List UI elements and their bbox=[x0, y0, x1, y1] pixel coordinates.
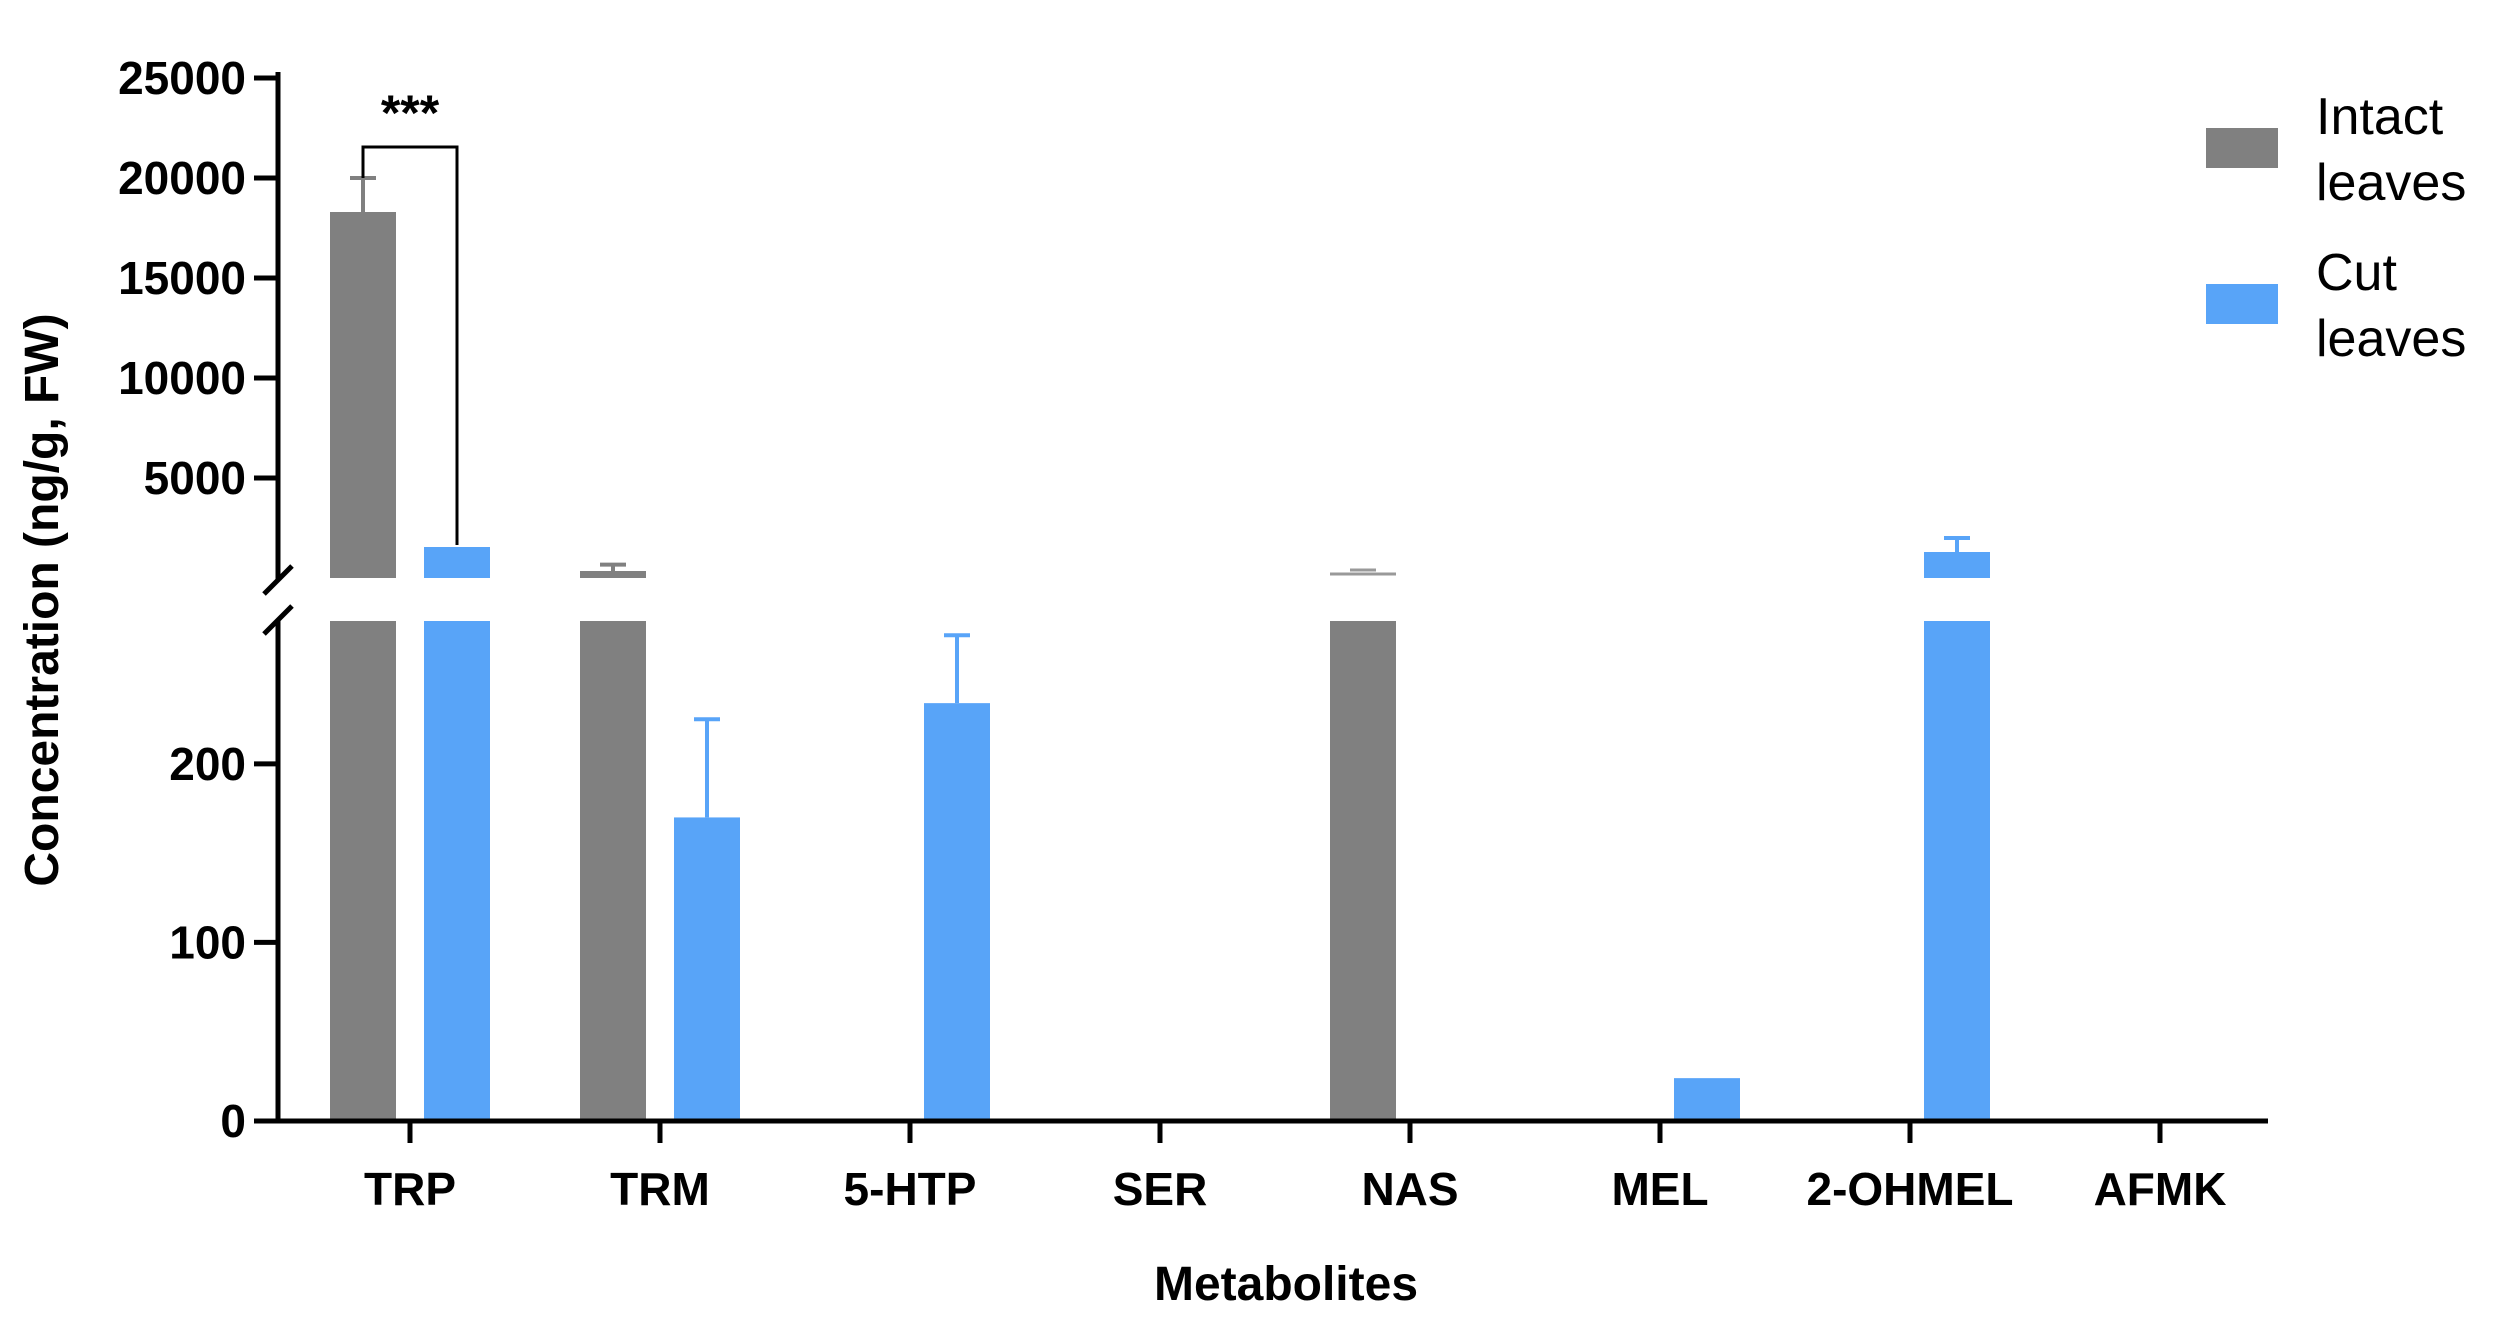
axis-break-mark-upper bbox=[262, 564, 294, 596]
x-tick-label-ser: SER bbox=[1113, 1163, 1208, 1215]
legend-label-cut-line2: leaves bbox=[2316, 310, 2466, 368]
legend-label-cut-line1: Cut bbox=[2316, 244, 2397, 302]
y-tick-label-200: 200 bbox=[169, 738, 246, 790]
bar-trp-cut-leaves-upper bbox=[424, 547, 490, 578]
significance-bracket: *** bbox=[361, 85, 459, 545]
bar-nas-intact-leaves-lower bbox=[1330, 621, 1396, 1121]
significance-bracket-line bbox=[361, 145, 459, 545]
error-bars-layer bbox=[350, 176, 1970, 818]
axes-layer bbox=[262, 72, 2268, 1124]
bar-trp-intact-leaves-upper bbox=[330, 212, 396, 578]
y-tick-label-10000: 10000 bbox=[118, 352, 246, 404]
y-ticks-layer: 0 100 200 5000 10000 15000 20000 25000 bbox=[118, 52, 278, 1147]
bar-2-ohmel-cut-leaves-lower bbox=[1924, 621, 1990, 1121]
bar-5-htp-cut-leaves bbox=[924, 703, 990, 1121]
legend-label-intact-line2: leaves bbox=[2316, 154, 2466, 212]
axis-break-mark-lower bbox=[262, 604, 294, 636]
y-tick-label-0: 0 bbox=[220, 1095, 246, 1147]
legend-swatch-intact bbox=[2206, 128, 2278, 168]
legend: Intact leaves Cut leaves bbox=[2206, 88, 2466, 368]
significance-stars: *** bbox=[381, 85, 440, 141]
y-tick-label-100: 100 bbox=[169, 916, 246, 968]
x-tick-label-2-ohmel: 2-OHMEL bbox=[1807, 1163, 2014, 1215]
bars-layer bbox=[330, 212, 1990, 1121]
x-tick-label-mel: MEL bbox=[1611, 1163, 1708, 1215]
bar-2-ohmel-cut-leaves-upper bbox=[1924, 552, 1990, 578]
y-tick-label-20000: 20000 bbox=[118, 152, 246, 204]
y-tick-label-5000: 5000 bbox=[144, 452, 246, 504]
y-axis-label: Concentration (ng/g, FW) bbox=[16, 313, 69, 886]
bar-mel-cut-leaves bbox=[1674, 1078, 1740, 1121]
x-axis-label: Metabolites bbox=[1154, 1258, 1418, 1311]
bar-trm-intact-leaves-upper bbox=[580, 571, 646, 578]
y-tick-label-15000: 15000 bbox=[118, 252, 246, 304]
y-tick-label-25000: 25000 bbox=[118, 52, 246, 104]
bar-trp-intact-leaves-lower bbox=[330, 621, 396, 1121]
legend-label-intact-line1: Intact bbox=[2316, 88, 2444, 146]
x-tick-label-5-htp: 5-HTP bbox=[844, 1163, 977, 1215]
x-tick-label-nas: NAS bbox=[1361, 1163, 1458, 1215]
x-ticks-layer: TRP TRM 5-HTP SER NAS MEL 2-OHMEL AFMK bbox=[364, 1121, 2226, 1215]
x-tick-label-trm: TRM bbox=[610, 1163, 710, 1215]
legend-swatch-cut bbox=[2206, 284, 2278, 324]
bar-trp-cut-leaves-lower bbox=[424, 621, 490, 1121]
x-tick-label-afmk: AFMK bbox=[2094, 1163, 2227, 1215]
x-tick-label-trp: TRP bbox=[364, 1163, 456, 1215]
bar-trm-intact-leaves-lower bbox=[580, 621, 646, 1121]
bar-trm-cut-leaves bbox=[674, 817, 740, 1121]
